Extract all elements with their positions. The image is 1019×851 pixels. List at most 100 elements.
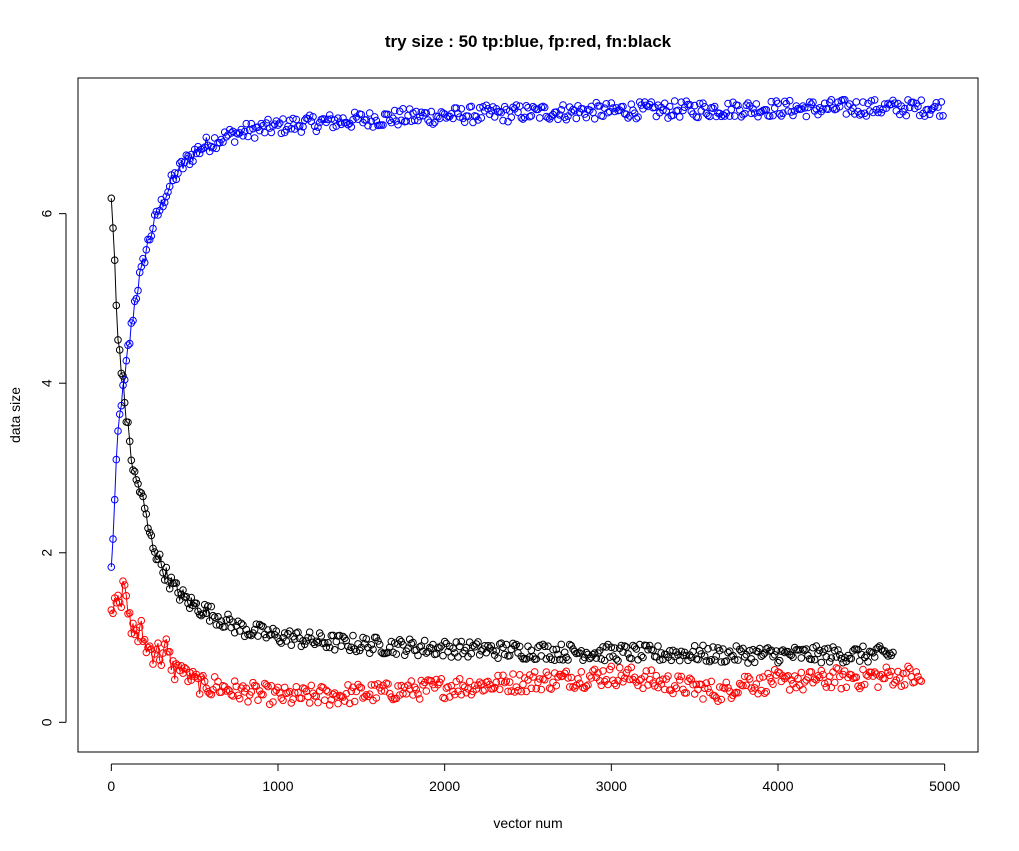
data-point: [202, 609, 211, 618]
data-point: [427, 677, 436, 685]
data-point: [817, 666, 826, 675]
data-point: [342, 689, 351, 698]
data-point: [867, 668, 876, 677]
data-point: [272, 627, 281, 635]
data-point: [569, 683, 577, 691]
data-point: [857, 109, 866, 118]
data-point: [699, 641, 707, 650]
data-point: [592, 654, 601, 662]
data-point: [115, 346, 124, 354]
data-point: [329, 123, 337, 132]
data-point: [555, 111, 564, 119]
data-point: [607, 99, 616, 107]
data-point: [370, 113, 379, 121]
y-tick-label: 2: [39, 549, 55, 557]
data-point: [139, 254, 147, 263]
data-point: [710, 102, 719, 111]
data-point: [277, 639, 286, 647]
data-point: [250, 134, 259, 142]
data-point: [690, 642, 699, 650]
data-point: [785, 686, 794, 694]
data-point: [902, 111, 911, 120]
data-point: [457, 105, 466, 113]
data-point: [512, 683, 521, 691]
data-point: [320, 639, 329, 647]
data-point: [147, 531, 156, 540]
data-point: [442, 684, 451, 692]
data-point: [549, 645, 557, 654]
data-point: [280, 629, 289, 637]
data-point: [734, 656, 742, 664]
data-point: [314, 698, 322, 707]
data-point: [557, 106, 566, 114]
data-point: [357, 684, 366, 692]
data-point: [557, 640, 566, 649]
y-axis-label: data size: [7, 387, 23, 443]
data-point: [820, 99, 829, 108]
data-point: [224, 610, 232, 619]
data-point: [860, 680, 869, 689]
data-point: [830, 678, 839, 687]
data-point: [412, 685, 421, 694]
x-tick-label: 4000: [762, 778, 793, 794]
data-point: [172, 579, 181, 587]
data-point: [889, 681, 897, 689]
data-point: [327, 696, 336, 704]
data-point: [935, 112, 944, 120]
data-point: [352, 647, 361, 656]
data-point: [292, 115, 301, 124]
data-point: [677, 98, 686, 106]
data-point: [555, 655, 564, 664]
data-point: [934, 103, 942, 111]
data-point: [624, 114, 632, 122]
data-point: [420, 636, 429, 645]
data-point: [199, 671, 207, 680]
data-point: [147, 232, 156, 240]
data-point: [397, 116, 406, 125]
data-point: [740, 672, 749, 681]
data-point: [384, 648, 392, 657]
data-point: [172, 660, 181, 668]
data-point: [132, 476, 141, 484]
data-point: [562, 115, 571, 124]
data-point: [365, 109, 374, 117]
data-point: [707, 677, 716, 686]
data-point: [825, 658, 834, 666]
data-point: [314, 123, 322, 131]
data-point: [372, 694, 381, 702]
data-point: [439, 651, 447, 660]
data-point: [287, 699, 296, 707]
data-point: [392, 117, 401, 125]
data-point: [167, 666, 176, 674]
data-point: [870, 668, 879, 676]
data-point: [582, 682, 591, 691]
data-point: [810, 655, 819, 664]
data-point: [374, 680, 382, 688]
data-point: [307, 681, 316, 690]
data-point: [694, 113, 702, 122]
data-point: [230, 677, 239, 686]
data-point: [515, 642, 524, 651]
data-point: [132, 294, 141, 303]
data-point: [209, 611, 217, 620]
data-point: [765, 673, 774, 682]
data-point: [447, 682, 456, 690]
data-point: [212, 144, 221, 153]
data-point: [699, 695, 707, 703]
data-point: [644, 645, 652, 654]
data-point: [387, 693, 396, 701]
data-point: [144, 524, 152, 533]
data-point: [124, 418, 132, 427]
data-point: [589, 667, 597, 675]
data-point: [677, 647, 686, 656]
x-axis: 0 1000 2000 3000 4000 5000: [107, 763, 960, 794]
data-point: [817, 658, 826, 667]
data-point: [477, 114, 486, 122]
data-point: [119, 577, 127, 586]
data-point: [670, 97, 679, 105]
data-point: [805, 98, 814, 106]
data-point: [165, 584, 174, 593]
data-point: [807, 668, 816, 676]
data-point: [222, 616, 231, 624]
data-point: [799, 102, 807, 110]
